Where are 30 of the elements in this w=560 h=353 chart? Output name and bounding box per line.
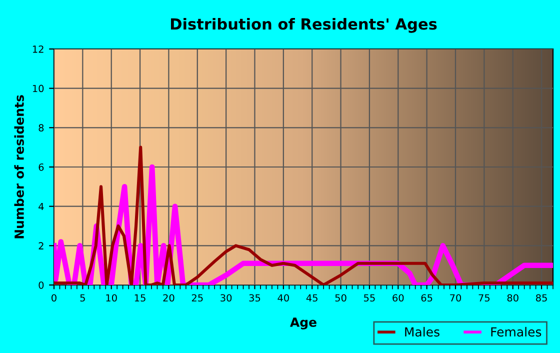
y-tick-label: 4: [38, 202, 44, 210]
x-tick-label: 25: [192, 294, 203, 302]
x-tick-label: 20: [163, 294, 174, 302]
y-tick-label: 2: [38, 242, 44, 250]
x-tick-label: 40: [278, 294, 289, 302]
x-tick-label: 30: [220, 294, 232, 302]
y-tick-label: 6: [38, 163, 44, 171]
x-tick-label: 80: [507, 294, 518, 302]
x-tick-label: 85: [536, 294, 547, 302]
chart-title: Distribution of Residents' Ages: [170, 18, 437, 33]
x-tick-label: 70: [450, 294, 462, 302]
x-tick-label: 5: [80, 294, 85, 302]
y-axis-title: Number of residents: [14, 95, 24, 238]
x-tick-label: 10: [106, 294, 117, 302]
y-tick-label: 10: [32, 84, 44, 92]
legend-label: Females: [491, 326, 542, 337]
x-tick-label: 65: [421, 294, 432, 302]
x-tick-label: 60: [392, 294, 404, 302]
y-tick-label: 12: [32, 45, 44, 53]
x-tick-label: 45: [306, 294, 318, 302]
x-tick-label: 35: [249, 294, 260, 302]
x-axis-title: Age: [290, 318, 316, 330]
x-tick-label: 75: [478, 294, 490, 302]
x-tick-label: 0: [52, 294, 56, 302]
y-tick-label: 0: [38, 281, 44, 289]
y-tick-label: 8: [38, 124, 44, 132]
legend-label: Males: [405, 326, 440, 337]
x-tick-label: 55: [364, 294, 375, 302]
x-tick-label: 50: [335, 294, 346, 302]
x-tick-label: 15: [134, 294, 146, 302]
